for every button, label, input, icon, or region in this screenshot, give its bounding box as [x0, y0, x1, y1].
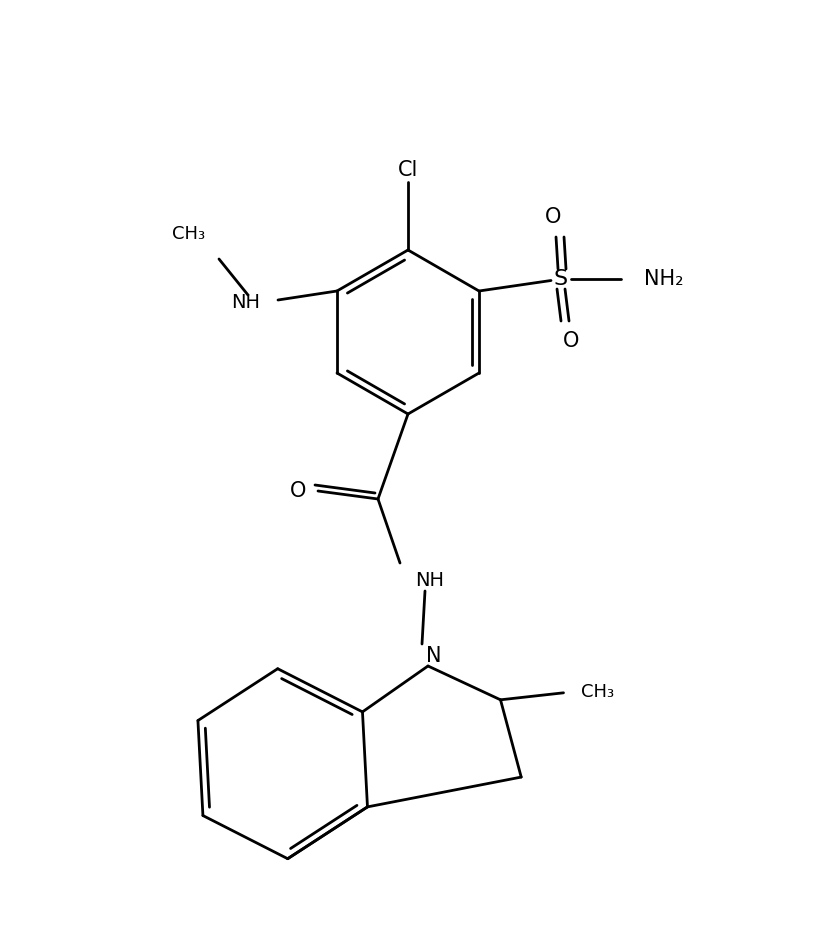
Text: Cl: Cl — [398, 160, 418, 180]
Text: CH₃: CH₃ — [172, 225, 205, 243]
Text: N: N — [426, 646, 441, 666]
Text: O: O — [290, 481, 306, 501]
Text: O: O — [563, 331, 579, 351]
Text: S: S — [554, 269, 568, 289]
Text: NH: NH — [231, 293, 260, 312]
Text: NH: NH — [415, 571, 444, 590]
Text: NH₂: NH₂ — [644, 269, 684, 289]
Text: CH₃: CH₃ — [580, 683, 614, 701]
Text: O: O — [545, 207, 561, 227]
